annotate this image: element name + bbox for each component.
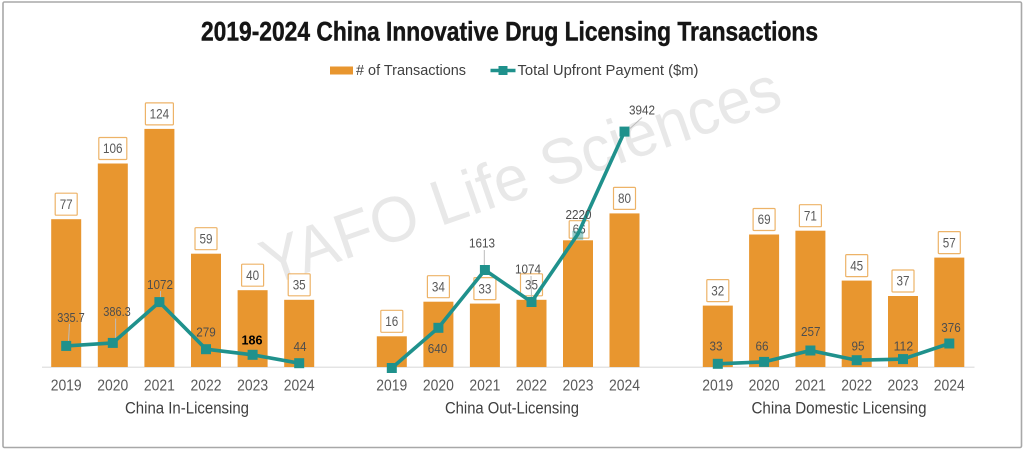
- svg-text:2021: 2021: [795, 378, 826, 395]
- svg-text:66: 66: [756, 340, 769, 354]
- svg-text:35: 35: [293, 277, 306, 293]
- svg-text:2020: 2020: [97, 378, 128, 395]
- svg-text:34: 34: [432, 278, 445, 294]
- svg-text:640: 640: [428, 342, 448, 356]
- svg-text:2021: 2021: [144, 378, 175, 395]
- svg-text:2020: 2020: [423, 378, 454, 395]
- svg-text:80: 80: [618, 190, 631, 206]
- svg-text:40: 40: [246, 267, 259, 283]
- svg-text:China In-Licensing: China In-Licensing: [125, 400, 249, 418]
- svg-text:# of Transactions: # of Transactions: [356, 63, 466, 79]
- svg-text:China Domestic Licensing: China Domestic Licensing: [752, 400, 927, 418]
- svg-text:2019: 2019: [702, 378, 733, 395]
- svg-text:2022: 2022: [191, 378, 222, 395]
- svg-text:124: 124: [150, 106, 170, 122]
- svg-text:Total Upfront Payment ($m): Total Upfront Payment ($m): [518, 63, 699, 79]
- svg-text:279: 279: [196, 326, 216, 340]
- svg-text:57: 57: [943, 234, 956, 250]
- svg-text:386.3: 386.3: [103, 305, 131, 319]
- svg-text:2019: 2019: [51, 378, 82, 395]
- svg-text:37: 37: [897, 273, 910, 289]
- svg-text:2022: 2022: [516, 378, 547, 395]
- svg-text:2023: 2023: [237, 378, 268, 395]
- svg-text:33: 33: [710, 340, 723, 354]
- svg-text:2022: 2022: [841, 378, 872, 395]
- svg-text:2024: 2024: [934, 378, 965, 395]
- svg-text:59: 59: [200, 230, 213, 246]
- svg-text:1074: 1074: [515, 263, 541, 277]
- svg-text:335.7: 335.7: [57, 311, 85, 325]
- svg-text:186: 186: [242, 334, 263, 348]
- svg-text:2019: 2019: [376, 378, 407, 395]
- svg-text:2021: 2021: [469, 378, 500, 395]
- svg-text:2024: 2024: [609, 378, 640, 395]
- svg-text:71: 71: [804, 207, 817, 223]
- svg-text:China Out-Licensing: China Out-Licensing: [445, 400, 579, 418]
- svg-text:2023: 2023: [563, 378, 594, 395]
- svg-text:2024: 2024: [284, 378, 315, 395]
- svg-text:33: 33: [478, 280, 491, 296]
- svg-text:95: 95: [852, 340, 865, 354]
- svg-text:376: 376: [941, 321, 961, 335]
- svg-text:106: 106: [103, 140, 123, 156]
- svg-text:2019-2024 China Innovative Dru: 2019-2024 China Innovative Drug Licensin…: [201, 17, 818, 47]
- svg-text:32: 32: [711, 282, 724, 298]
- svg-text:16: 16: [385, 313, 398, 329]
- svg-text:3942: 3942: [629, 104, 655, 118]
- svg-text:77: 77: [60, 196, 73, 212]
- svg-text:69: 69: [758, 211, 771, 227]
- svg-text:257: 257: [801, 325, 821, 339]
- svg-text:1072: 1072: [147, 278, 173, 292]
- svg-text:112: 112: [894, 340, 914, 354]
- svg-text:2220: 2220: [566, 208, 592, 222]
- svg-text:2020: 2020: [749, 378, 780, 395]
- svg-text:44: 44: [294, 340, 307, 354]
- svg-text:2023: 2023: [888, 378, 919, 395]
- svg-text:45: 45: [850, 257, 863, 273]
- svg-text:1613: 1613: [469, 237, 495, 251]
